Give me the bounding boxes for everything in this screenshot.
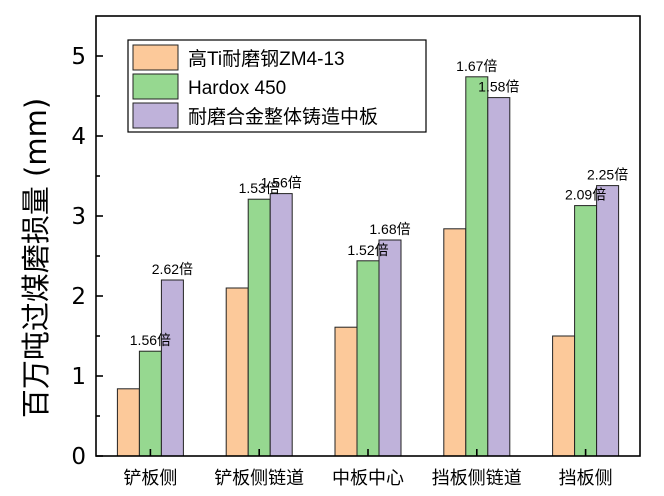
- data-label: 2.25倍: [587, 167, 628, 183]
- bar-挡板侧-2: [574, 205, 598, 457]
- bar-中板中心-1: [334, 326, 358, 457]
- data-labels-group: 1.56倍2.62倍1.53倍1.56倍1.52倍1.68倍1.67倍1.58倍…: [130, 58, 628, 348]
- bar-挡板侧-1: [552, 335, 576, 457]
- bar-铲板侧链道-3: [269, 193, 293, 457]
- data-label: 1.56倍: [130, 332, 171, 348]
- x-category-label: 铲板侧链道: [214, 468, 304, 489]
- legend-swatch: [132, 102, 179, 129]
- legend: 高Ti耐磨钢ZM4-13 Hardox 450 耐磨合金整体铸造中板: [127, 39, 427, 133]
- bar-挡板侧链道-3: [487, 97, 511, 457]
- data-label: 2.62倍: [152, 261, 193, 277]
- legend-entry: 耐磨合金整体铸造中板: [188, 106, 378, 128]
- legend-swatch: [132, 44, 179, 71]
- bar-铲板侧链道-1: [225, 287, 249, 457]
- bar-铲板侧-3: [160, 279, 184, 457]
- y-tick-label: 1: [71, 364, 86, 390]
- bar-铲板侧-1: [116, 388, 140, 457]
- bar-铲板侧-2: [138, 350, 162, 457]
- bars-group: [116, 76, 620, 457]
- axes-group: 0 1 2 3 4 5 铲板侧 铲板侧链道 中板中心 挡板侧链道 挡板侧: [71, 15, 641, 489]
- data-label: 1.68倍: [369, 221, 410, 237]
- data-label: 1.67倍: [456, 58, 497, 74]
- x-category-label: 中板中心: [332, 468, 404, 489]
- y-axis-label: 百万吨过煤磨损量 (mm): [19, 98, 53, 418]
- legend-entry: Hardox 450: [188, 78, 286, 99]
- data-label: 1.52倍: [347, 242, 388, 258]
- y-tick-label: 3: [71, 204, 86, 230]
- bar-铲板侧链道-2: [247, 198, 271, 457]
- data-label: 1.56倍: [261, 175, 302, 191]
- bar-中板中心-3: [378, 239, 402, 457]
- x-category-label: 挡板侧链道: [432, 468, 522, 489]
- bar-中板中心-2: [356, 260, 380, 457]
- bar-挡板侧链道-2: [465, 76, 489, 457]
- y-tick-label: 2: [71, 284, 86, 310]
- data-label: 1.58倍: [478, 79, 519, 95]
- x-category-label: 挡板侧: [559, 468, 613, 489]
- bar-挡板侧-3: [596, 185, 620, 457]
- data-label: 2.09倍: [565, 187, 606, 203]
- y-tick-label: 4: [71, 124, 86, 150]
- data-label: 1.53倍: [239, 180, 280, 196]
- legend-entry: 高Ti耐磨钢ZM4-13: [188, 48, 345, 70]
- y-tick-label: 0: [71, 444, 86, 470]
- bar-挡板侧链道-1: [443, 228, 467, 457]
- y-tick-label: 5: [71, 44, 86, 70]
- x-category-label: 铲板侧: [123, 468, 177, 489]
- legend-swatch: [132, 73, 179, 100]
